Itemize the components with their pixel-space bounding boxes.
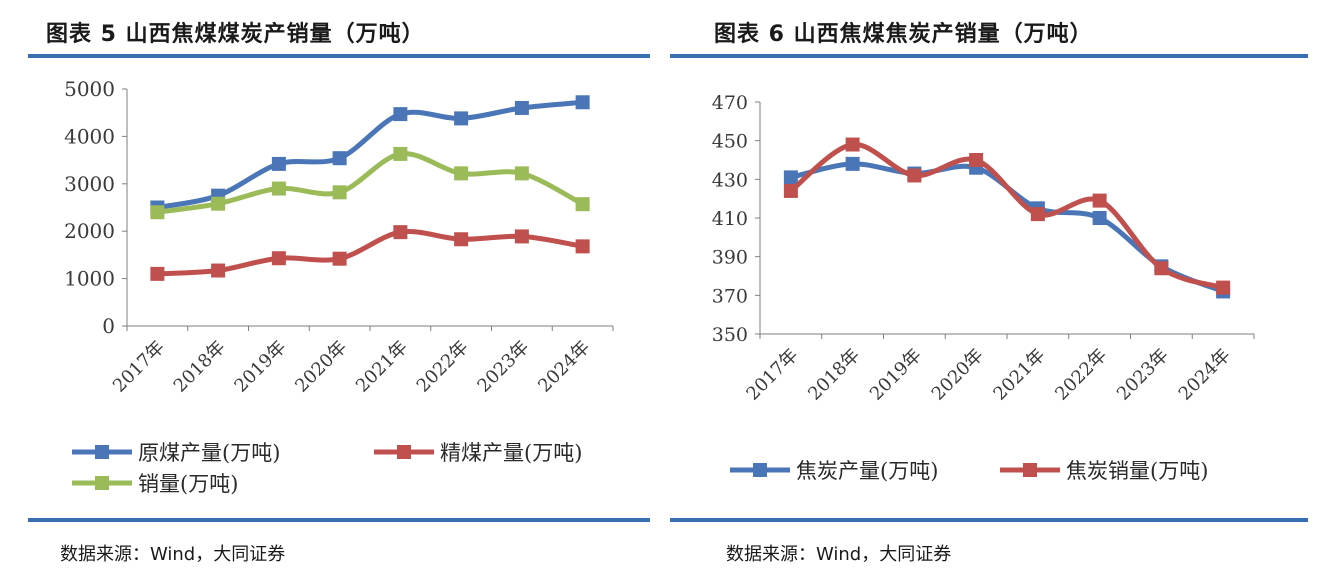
data-point-marker	[783, 170, 798, 185]
data-point-marker	[150, 266, 165, 281]
y-tick-label: 4000	[64, 124, 115, 148]
legend-marker	[753, 463, 767, 477]
legend-marker	[95, 476, 109, 490]
x-tick-label: 2022年	[413, 337, 473, 397]
legend-marker	[397, 445, 411, 459]
data-point-marker	[271, 251, 286, 266]
series-line	[154, 99, 586, 210]
footer-divider	[28, 518, 650, 522]
y-tick-label: 1000	[64, 267, 115, 291]
data-point-marker	[393, 146, 408, 161]
x-tick-label: 2023年	[473, 337, 533, 397]
data-point-marker	[1030, 207, 1045, 222]
data-point-marker	[332, 185, 347, 200]
y-tick-label: 410	[712, 208, 748, 230]
data-point-marker	[575, 197, 590, 212]
series-line	[788, 142, 1226, 291]
x-tick-label: 2021年	[989, 345, 1049, 405]
y-tick-label: 470	[712, 92, 748, 114]
data-point-marker	[575, 239, 590, 254]
data-point-marker	[454, 111, 469, 126]
chart-panel-left: 图表 5 山西焦煤煤炭产销量（万吨） 0 1000 2000 3000 4000 5000…	[28, 22, 650, 565]
data-point-marker	[514, 166, 529, 181]
data-point-marker	[211, 263, 226, 278]
data-point-marker	[393, 107, 408, 122]
x-tick-label: 2018年	[170, 337, 230, 397]
legend-marker	[1023, 463, 1037, 477]
legend-label: 原煤产量(万吨)	[138, 441, 280, 465]
x-tick-label: 2021年	[352, 337, 412, 397]
legend-item: 精煤产量(万吨)	[374, 441, 582, 465]
x-tick-label: 2020年	[928, 345, 988, 405]
data-point-marker	[1216, 280, 1231, 295]
legend-label: 焦炭销量(万吨)	[1066, 459, 1208, 483]
chart-left-plot: 0 1000 2000 3000 4000 5000 2017年 2018年 2019年 2020…	[64, 77, 614, 496]
y-tick-label: 0	[102, 314, 115, 338]
data-point-marker	[454, 232, 469, 247]
data-point-marker	[393, 225, 408, 240]
y-tick-label: 2000	[64, 219, 115, 243]
data-point-marker	[271, 156, 286, 171]
title-divider	[670, 54, 1308, 58]
title-divider	[28, 54, 650, 58]
chart-title: 图表 5 山西焦煤煤炭产销量（万吨）	[46, 22, 425, 47]
x-tick-label: 2019年	[230, 337, 290, 397]
x-tick-label: 2023年	[1113, 345, 1173, 405]
data-point-marker	[845, 137, 860, 152]
data-point-marker	[845, 156, 860, 171]
x-tick-label: 2019年	[866, 345, 926, 405]
data-point-marker	[514, 229, 529, 244]
data-point-marker	[575, 95, 590, 110]
data-point-marker	[150, 205, 165, 220]
y-tick-label: 390	[712, 247, 748, 269]
legend-label: 焦炭产量(万吨)	[796, 459, 938, 483]
data-point-marker	[514, 100, 529, 115]
data-point-marker	[454, 166, 469, 181]
chart-panel-right: 图表 6 山西焦煤焦炭产销量（万吨） 350 370 390 410 430 450 470…	[660, 0, 1318, 582]
data-point-marker	[211, 196, 226, 211]
chart-right-plot: 350 370 390 410 430 450 470 2017年 2018年 2019年 2020…	[712, 92, 1255, 483]
legend-marker	[95, 445, 109, 459]
data-point-marker	[783, 183, 798, 198]
x-tick-label: 2018年	[804, 345, 864, 405]
legend-item: 焦炭销量(万吨)	[1000, 459, 1208, 483]
x-tick-label: 2022年	[1051, 345, 1111, 405]
legend-item: 原煤产量(万吨)	[72, 441, 280, 465]
data-point-marker	[332, 251, 347, 266]
data-point-marker	[1092, 193, 1107, 208]
y-tick-label: 5000	[64, 77, 115, 101]
x-tick-label: 2024年	[1175, 345, 1235, 405]
data-point-marker	[1092, 211, 1107, 225]
legend-label: 精煤产量(万吨)	[440, 441, 582, 465]
x-tick-label: 2024年	[534, 337, 594, 397]
x-tick-label: 2020年	[291, 337, 351, 397]
y-tick-label: 430	[712, 169, 748, 191]
data-point-marker	[1154, 261, 1169, 276]
data-point-marker	[271, 181, 286, 196]
data-point-marker	[907, 168, 922, 183]
chart-title: 图表 6 山西焦煤焦炭产销量（万吨）	[714, 22, 1093, 47]
source-note: 数据来源：Wind，大同证券	[60, 544, 286, 565]
y-tick-label: 450	[712, 131, 748, 153]
y-tick-label: 370	[712, 285, 748, 307]
x-tick-label: 2017年	[742, 345, 802, 405]
source-note: 数据来源：Wind，大同证券	[726, 544, 952, 565]
legend-item: 焦炭产量(万吨)	[730, 459, 938, 483]
y-tick-label: 350	[712, 324, 748, 346]
legend-item: 销量(万吨)	[72, 472, 238, 496]
footer-divider	[670, 518, 1308, 522]
x-tick-label: 2017年	[109, 337, 169, 397]
y-tick-label: 3000	[64, 172, 115, 196]
legend-label: 销量(万吨)	[138, 472, 238, 496]
data-point-marker	[332, 151, 347, 166]
data-point-marker	[969, 153, 984, 167]
